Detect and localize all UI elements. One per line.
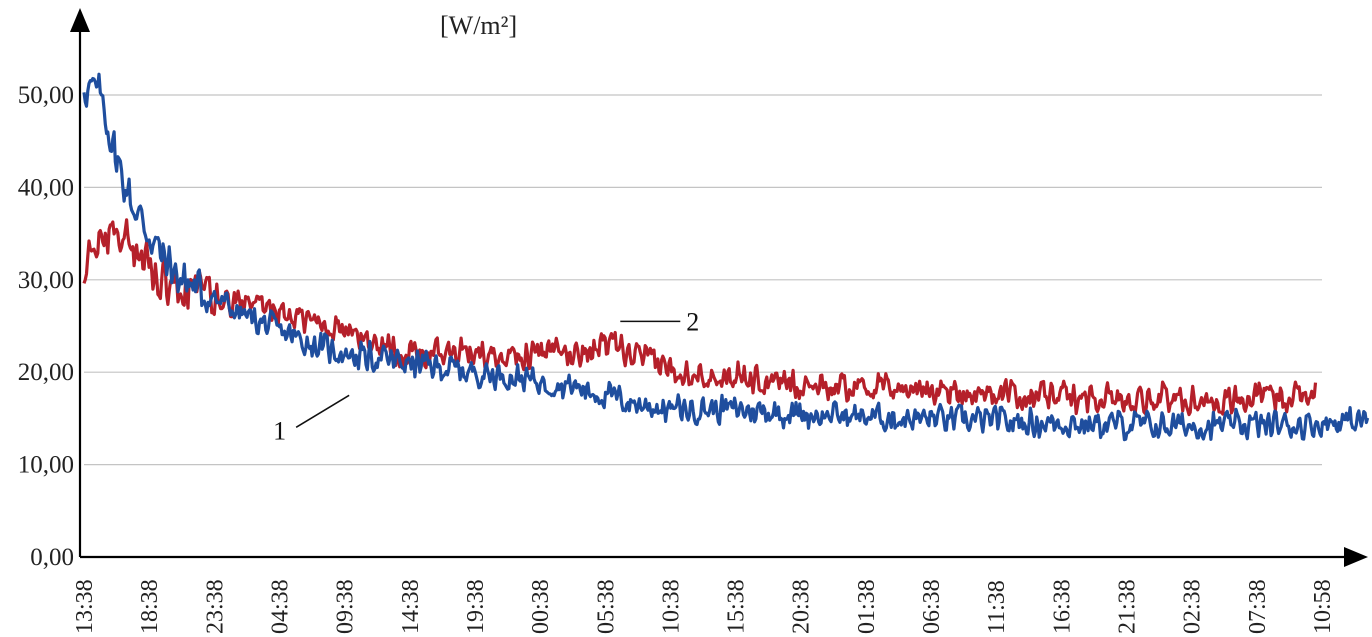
series-line-2 bbox=[82, 218, 1318, 417]
x-tick-label: 14:38 bbox=[398, 579, 424, 634]
callout-label-1: 1 bbox=[273, 416, 286, 445]
series-callouts: 12 bbox=[273, 307, 699, 445]
y-axis-arrow-icon bbox=[70, 8, 90, 32]
x-tick-label: 19:38 bbox=[463, 579, 489, 634]
callout-label-2: 2 bbox=[686, 307, 699, 336]
x-tick-label: 18:38 bbox=[137, 579, 163, 634]
y-tick-label: 0,00 bbox=[30, 544, 74, 571]
series-line-1 bbox=[82, 72, 1370, 442]
y-tick-label: 40,00 bbox=[18, 174, 74, 201]
series-lines bbox=[82, 72, 1370, 442]
x-tick-label: 07:38 bbox=[1245, 579, 1271, 634]
x-tick-label: 10:38 bbox=[658, 579, 684, 634]
y-tick-label: 30,00 bbox=[18, 267, 74, 294]
x-tick-label: 09:38 bbox=[333, 579, 359, 634]
x-tick-label: 20:38 bbox=[789, 579, 815, 634]
x-tick-label: 21:38 bbox=[1115, 579, 1141, 634]
x-tick-label: 02:38 bbox=[1180, 579, 1206, 634]
gridlines bbox=[84, 94, 1322, 466]
x-tick-labels: 13:38 18:38 23:38 04:38 09:38 14:38 19:38 00:38… bbox=[72, 579, 1336, 634]
x-tick-label: 06:38 bbox=[919, 579, 945, 634]
unit-label: [W/m²] bbox=[440, 11, 517, 40]
x-tick-label: 00:38 bbox=[528, 579, 554, 634]
x-tick-label: 16:38 bbox=[1049, 579, 1075, 634]
x-tick-label: 05:38 bbox=[593, 579, 619, 634]
y-tick-label: 10,00 bbox=[18, 452, 74, 479]
y-tick-labels: 0,00 10,00 20,00 30,00 40,00 50,00 bbox=[18, 82, 74, 571]
x-axis-arrow-icon bbox=[1344, 547, 1368, 567]
x-tick-label: 01:38 bbox=[854, 579, 880, 634]
x-tick-label: 04:38 bbox=[267, 579, 293, 634]
y-tick-label: 20,00 bbox=[18, 359, 74, 386]
callout-line-1 bbox=[295, 394, 350, 428]
x-tick-label: 15:38 bbox=[724, 579, 750, 634]
x-tick-label: 23:38 bbox=[202, 579, 228, 634]
x-tick-label: 13:38 bbox=[72, 579, 98, 634]
x-tick-label: 10:58 bbox=[1310, 579, 1336, 634]
y-tick-label: 50,00 bbox=[18, 82, 74, 109]
axes bbox=[70, 8, 1368, 567]
x-tick-label: 11:38 bbox=[984, 580, 1010, 634]
